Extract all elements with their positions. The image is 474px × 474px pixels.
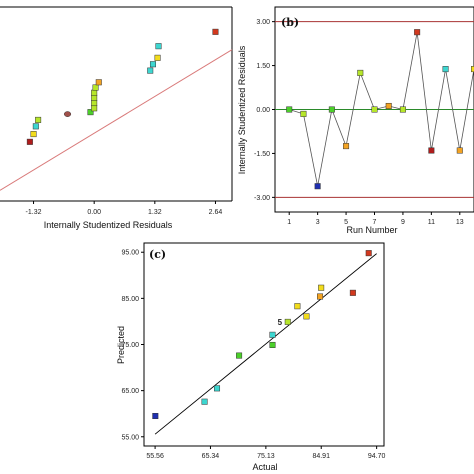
panel-b-point [442, 66, 449, 73]
panel-b-points [286, 29, 474, 190]
panel-b-point [385, 102, 392, 109]
panel-c-point [349, 289, 356, 296]
panel-c-point [269, 341, 276, 348]
panel-c-point [294, 303, 301, 310]
panel-b-tag: (b) [281, 16, 299, 29]
panel-c-tag: (c) [149, 248, 166, 261]
panel-b-x-tick-label: 3 [316, 219, 320, 226]
panel-c-point [318, 284, 325, 291]
panel-a-x-tick-label: 1.32 [148, 209, 162, 216]
panel-c-point [303, 313, 310, 320]
panel-b-x-tick-label: 13 [456, 219, 464, 226]
panel-c-y-tick-label: 95.00 [121, 250, 139, 257]
panel-b-point [286, 106, 293, 113]
panel-b-point [428, 147, 435, 154]
panel-c-point [317, 293, 324, 300]
panel-b-point [357, 69, 364, 76]
panel-c-x-tick-label: 84.91 [312, 453, 330, 460]
panel-b-point [399, 106, 406, 113]
panel-b-x-ticks: 1 3 5 7 9 11 13 [287, 212, 464, 226]
panel-a-point [95, 79, 102, 86]
panel-c-x-tick-label: 55.56 [146, 453, 164, 460]
panel-c-axis-box [143, 242, 385, 447]
panel-b-point [471, 66, 474, 73]
panel-a-points [26, 28, 219, 145]
panel-b-y-tick-label: -3.00 [254, 195, 270, 202]
panel-a: -1.32 0.00 1.32 2.64 Internally Studentized… [0, 6, 233, 230]
panel-c-point [365, 250, 372, 257]
panel-a-point [87, 109, 94, 116]
panel-c-point [201, 398, 208, 405]
panel-a-point [212, 28, 219, 35]
panel-a-x-tick-label: 2.64 [209, 209, 223, 216]
panel-c-x-tick-label: 94.70 [368, 453, 386, 460]
panel-a-fit-line [0, 49, 233, 191]
panel-b-y-tick-label: 1.50 [256, 63, 270, 70]
panel-c-y-ticks: 95.00 85.00 75.00 65.00 55.00 [121, 250, 144, 441]
panel-b-y-axis-title: Internally Studentized Residuals [237, 45, 247, 174]
panel-a-point [32, 123, 39, 130]
panel-c-point [152, 413, 159, 420]
panel-b-x-axis-title: Run Number [346, 225, 397, 235]
panel-c-y-axis-title: Predicted [116, 326, 126, 364]
panel-a-point [147, 67, 154, 74]
panel-a-x-axis-title: Internally Studentized Residuals [44, 220, 173, 230]
panel-a-point [149, 61, 156, 68]
panel-c-y-tick-label: 85.00 [121, 296, 139, 303]
panel-b-point [371, 106, 378, 113]
panel-b: 3.001.500.00-1.50-3.00 1 3 5 7 9 11 13 (b) Int… [237, 6, 474, 235]
panel-c: 95.00 85.00 75.00 65.00 55.00 55.56 65.34 75.1… [116, 242, 385, 472]
panel-b-x-tick-label: 9 [401, 219, 405, 226]
panel-b-y-ticks: 3.00 1.50 0.00 -1.50 -3.00 [254, 19, 275, 202]
panel-a-point [91, 100, 98, 107]
panel-c-point [214, 385, 221, 392]
panel-b-x-tick-label: 11 [428, 219, 435, 226]
panel-c-x-ticks: 55.56 65.34 75.13 84.91 94.70 [146, 446, 385, 460]
panel-a-x-tick-label: 0.00 [87, 209, 101, 216]
panel-b-point [300, 110, 307, 117]
panel-a-point [155, 43, 162, 50]
panel-c-point [269, 331, 276, 338]
panel-a-x-tick-label: -1.32 [26, 209, 42, 216]
panel-b-point [343, 143, 350, 150]
panel-c-y-tick-label: 55.00 [121, 434, 139, 441]
panel-c-x-tick-label: 65.34 [202, 453, 220, 460]
panel-b-point [314, 183, 321, 190]
panel-b-y-tick-label: 0.00 [256, 107, 270, 114]
panel-a-point [30, 131, 37, 138]
panel-c-point-annotation: 5 [278, 318, 283, 327]
panel-a-point [154, 54, 161, 61]
panel-b-series-line [289, 32, 474, 187]
panel-b-y-tick-label: 3.00 [256, 19, 270, 26]
panel-b-x-tick-label: 1 [287, 219, 291, 226]
panel-b-point [328, 106, 335, 113]
panel-c-points [152, 250, 372, 420]
panel-b-x-tick-label: 7 [373, 219, 377, 226]
panel-a-point [91, 89, 98, 96]
panel-a-point [91, 94, 98, 101]
panel-c-x-tick-label: 75.13 [257, 453, 275, 460]
panel-b-x-tick-label: 5 [344, 219, 348, 226]
panel-c-x-axis-title: Actual [252, 462, 277, 472]
panel-b-point [456, 147, 463, 154]
panel-b-y-tick-label: -1.50 [254, 151, 270, 158]
panel-c-y-tick-label: 75.00 [121, 342, 139, 349]
panel-c-point [284, 318, 291, 325]
panel-a-point [26, 138, 33, 145]
panel-c-point [236, 352, 243, 359]
panel-a-point [92, 84, 99, 91]
panel-a-point [63, 111, 72, 117]
panel-c-y-tick-label: 65.00 [121, 388, 139, 395]
panel-a-point [91, 105, 98, 112]
panel-b-point [414, 29, 421, 36]
panel-a-x-ticks: -1.32 0.00 1.32 2.64 [26, 201, 223, 216]
panel-a-point [35, 116, 42, 123]
panel-c-fit-line [154, 253, 377, 435]
